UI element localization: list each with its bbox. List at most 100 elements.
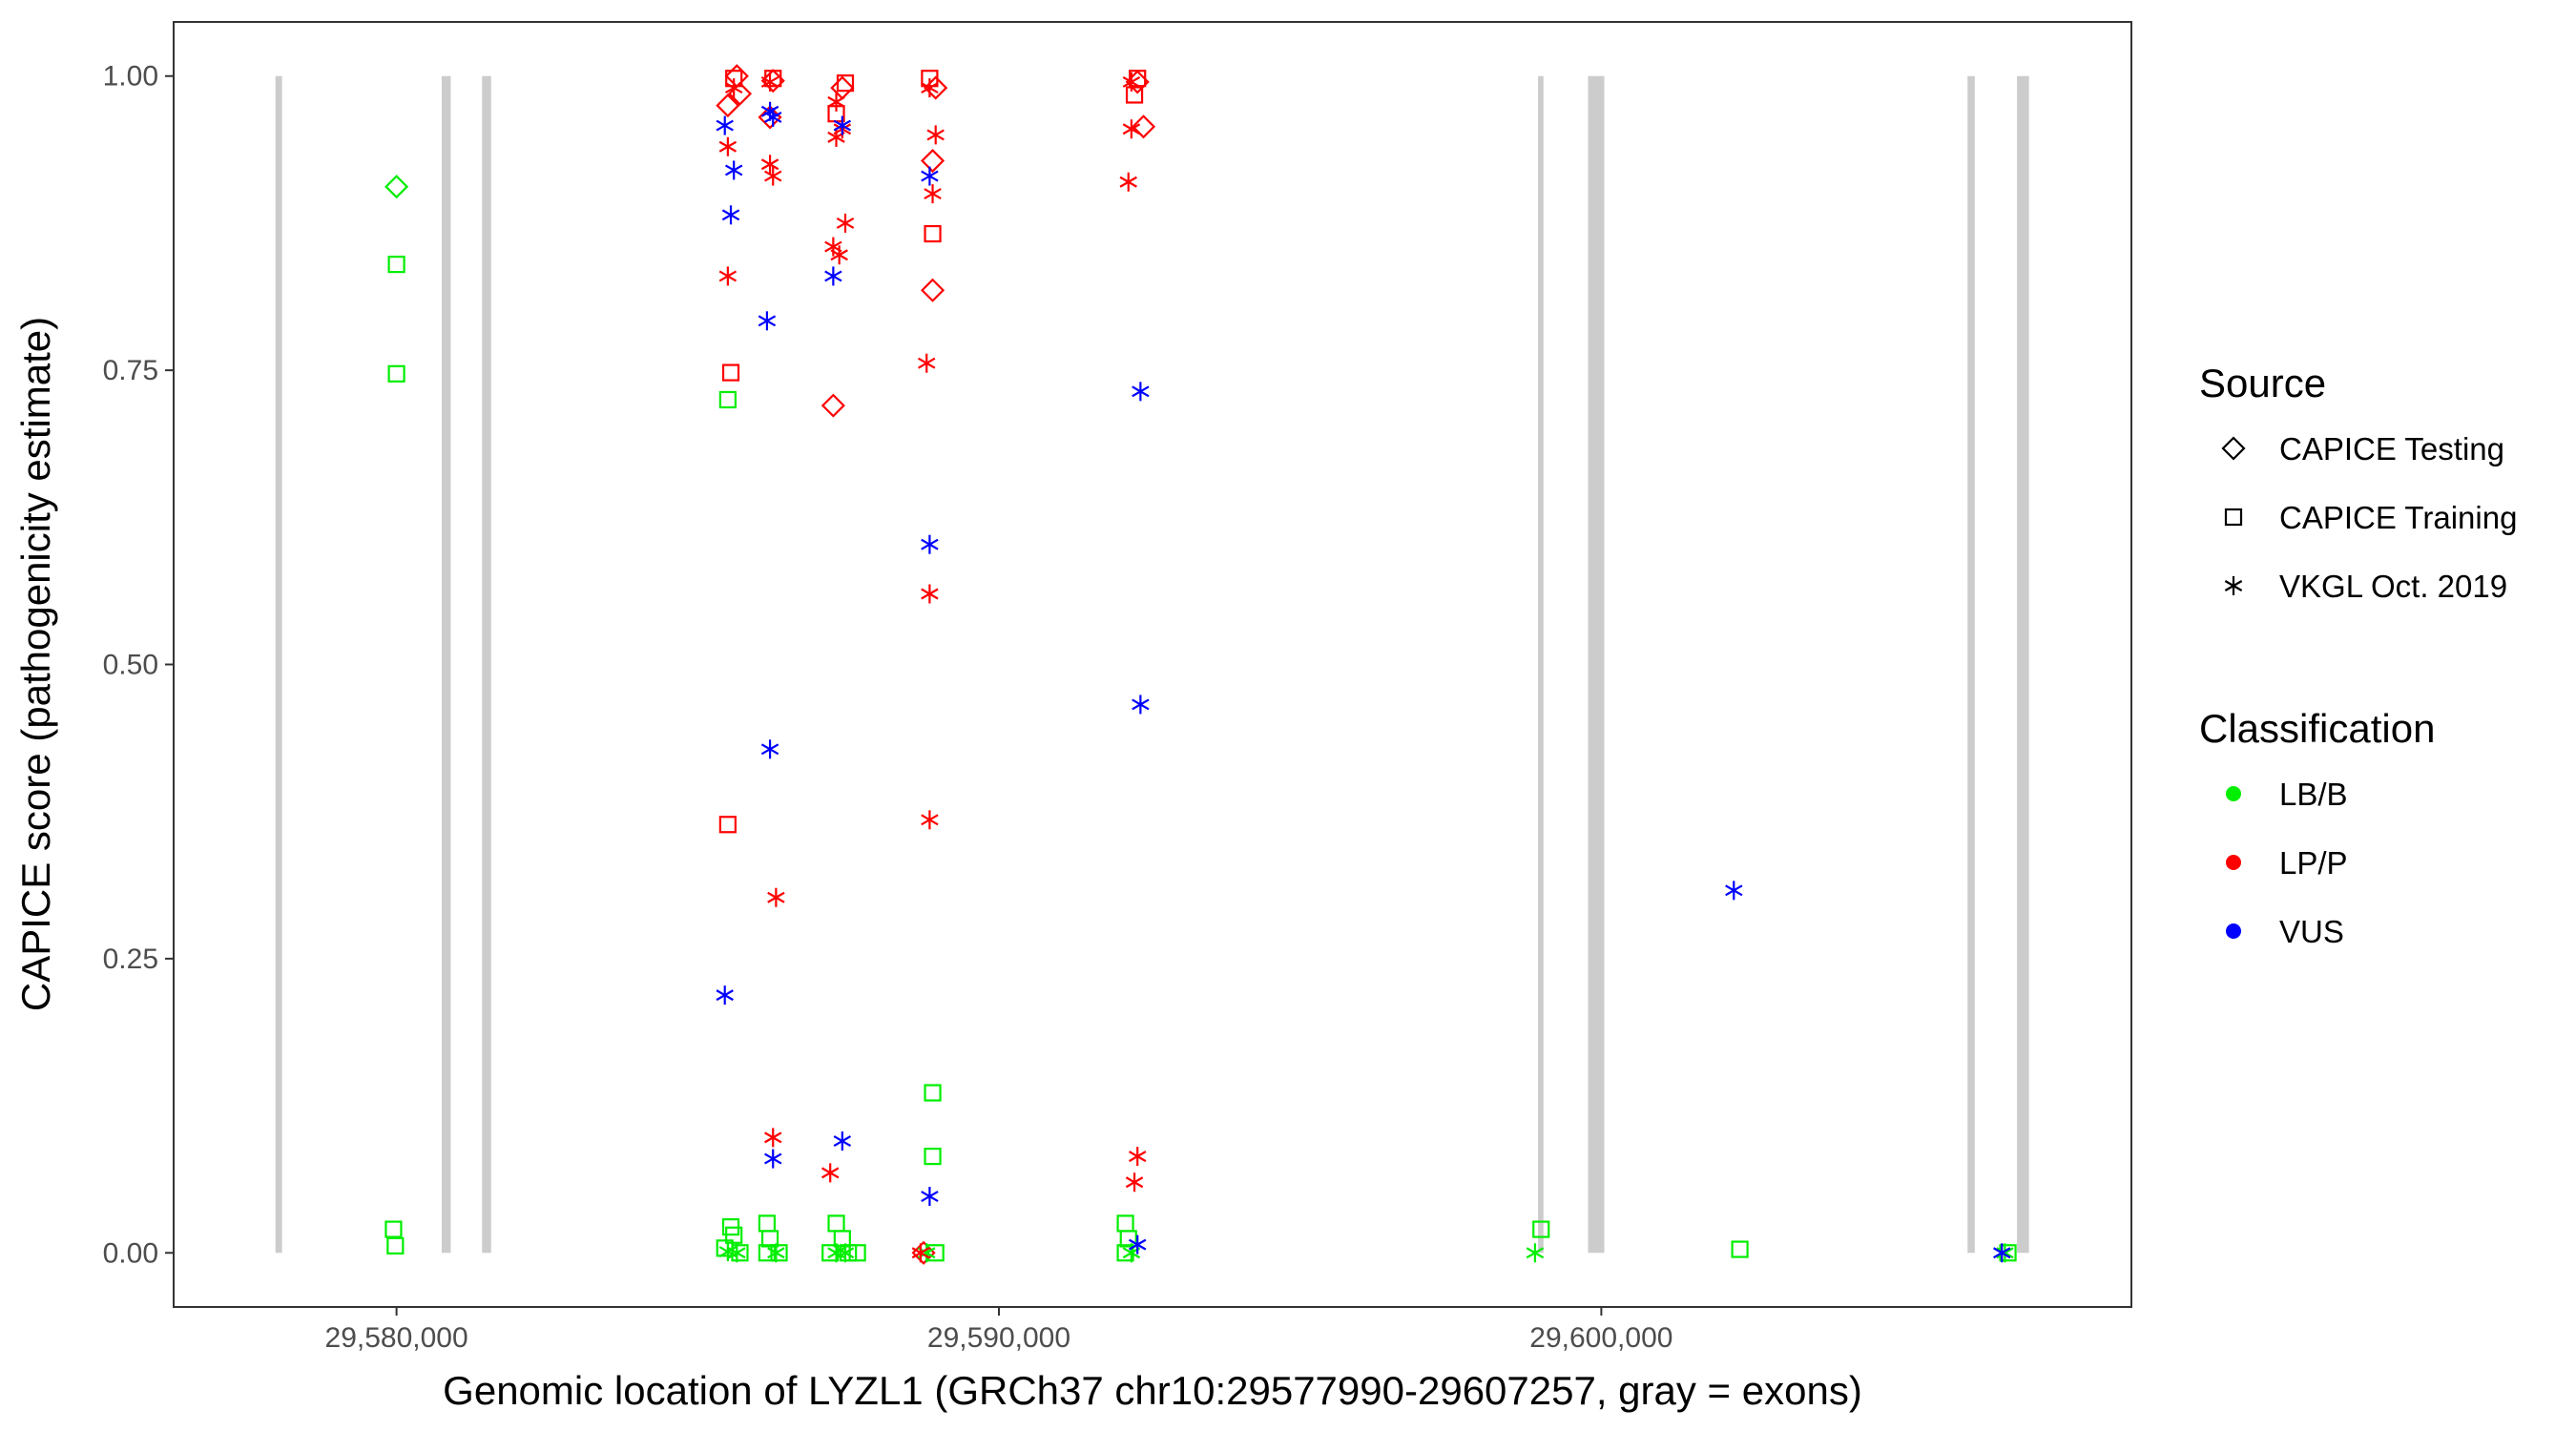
y-tick-label: 0.00 bbox=[103, 1237, 158, 1269]
legend-label-classification: VUS bbox=[2279, 914, 2344, 949]
legend-key-vus bbox=[2226, 923, 2241, 939]
y-tick-label: 0.25 bbox=[103, 944, 158, 975]
square-point-lbb bbox=[833, 1230, 851, 1248]
asterisk-point-lbb bbox=[767, 1243, 785, 1263]
asterisk-point-lpp bbox=[921, 584, 939, 604]
exon-bar-3 bbox=[482, 75, 491, 1254]
asterisk-point-lpp bbox=[1125, 1172, 1144, 1192]
legend-key-square bbox=[2224, 508, 2243, 527]
exon-bar-5 bbox=[1588, 75, 1605, 1254]
asterisk-point-vus bbox=[764, 1149, 782, 1169]
asterisk-point-lpp bbox=[926, 125, 945, 145]
asterisk-point-lbb bbox=[728, 1243, 746, 1263]
square-point-lbb bbox=[386, 1236, 405, 1255]
asterisk-point-lpp bbox=[718, 266, 737, 286]
diamond-point-lpp bbox=[716, 93, 740, 118]
y-tick-label: 0.75 bbox=[103, 355, 158, 386]
square-point-lbb bbox=[758, 1214, 777, 1233]
asterisk-point-vus bbox=[764, 107, 782, 127]
asterisk-point-lpp bbox=[821, 1163, 840, 1183]
legend-label-source: CAPICE Testing bbox=[2279, 431, 2504, 467]
asterisk-point-lpp bbox=[767, 887, 785, 907]
asterisk-point-lpp bbox=[764, 166, 782, 186]
diamond-point-lbb bbox=[384, 175, 409, 199]
square-point-lbb bbox=[384, 1220, 403, 1238]
exon-bar-7 bbox=[2017, 75, 2029, 1254]
x-axis: 29,580,000 29,590,000 29,600,000 bbox=[325, 1307, 1672, 1354]
asterisk-point-vus bbox=[760, 101, 779, 121]
asterisk-point-lpp bbox=[918, 353, 936, 373]
square-point-lbb bbox=[926, 1244, 945, 1262]
legend-title-classification: Classification bbox=[2199, 706, 2435, 751]
legend-title-source: Source bbox=[2199, 361, 2326, 405]
asterisk-point-vus bbox=[716, 985, 734, 1006]
diamond-point-lpp bbox=[724, 64, 749, 89]
asterisk-point-lpp bbox=[921, 810, 939, 830]
exon-bars bbox=[275, 75, 2029, 1254]
legend-key-asterisk bbox=[2224, 576, 2243, 595]
asterisk-point-vus bbox=[716, 115, 734, 135]
y-tick-label: 0.50 bbox=[103, 650, 158, 681]
square-point-lbb bbox=[924, 1148, 942, 1166]
asterisk-point-lpp bbox=[921, 78, 939, 98]
asterisk-point-lpp bbox=[760, 155, 779, 175]
square-point-lbb bbox=[924, 1084, 942, 1102]
y-axis: 0.00 0.25 0.50 0.75 1.00 bbox=[103, 61, 174, 1269]
legend-label-classification: LB/B bbox=[2279, 777, 2348, 812]
legend: Source CAPICE Testing CAPICE Training VKGL … bbox=[2199, 361, 2517, 949]
plot-panel-border bbox=[173, 21, 2132, 1308]
asterisk-point-lpp bbox=[830, 245, 848, 265]
diamond-point-lpp bbox=[920, 148, 945, 174]
asterisk-point-lpp bbox=[1119, 172, 1137, 192]
square-point-lpp bbox=[1125, 86, 1144, 104]
square-point-lbb bbox=[770, 1244, 788, 1262]
square-point-lbb bbox=[731, 1244, 749, 1262]
square-point-lbb bbox=[1731, 1240, 1749, 1258]
y-axis-title: CAPICE score (pathogenicity estimate) bbox=[13, 317, 58, 1011]
exon-bar-4 bbox=[1538, 75, 1544, 1254]
asterisk-point-lbb bbox=[1996, 1243, 2014, 1263]
legend-key-diamond bbox=[2221, 436, 2246, 461]
square-point-lpp bbox=[721, 363, 740, 382]
square-point-lbb bbox=[827, 1214, 845, 1233]
legend-label-classification: LP/P bbox=[2279, 845, 2348, 881]
exon-bar-1 bbox=[275, 75, 282, 1254]
asterisk-point-vus bbox=[1725, 881, 1743, 901]
diamond-point-lpp bbox=[1131, 114, 1156, 139]
asterisk-point-vus bbox=[721, 205, 740, 225]
asterisk-point-lpp bbox=[836, 213, 855, 233]
diamond-point-lpp bbox=[920, 278, 945, 302]
diamond-point-lpp bbox=[821, 393, 845, 418]
asterisk-point-vus bbox=[833, 115, 852, 135]
square-point-lpp bbox=[718, 816, 737, 834]
square-point-lbb bbox=[387, 364, 405, 383]
x-tick-label: 29,580,000 bbox=[325, 1322, 468, 1354]
asterisk-point-lpp bbox=[1122, 119, 1141, 139]
asterisk-point-lpp bbox=[1129, 1147, 1147, 1167]
square-point-lpp bbox=[924, 224, 942, 243]
asterisk-point-lpp bbox=[724, 78, 743, 98]
asterisk-point-vus bbox=[921, 166, 939, 186]
asterisk-point-lpp bbox=[1122, 72, 1141, 92]
y-tick-label: 1.00 bbox=[103, 61, 158, 93]
asterisk-point-lbb bbox=[1526, 1243, 1545, 1263]
square-point-lbb bbox=[1119, 1230, 1137, 1248]
square-point-lbb bbox=[848, 1244, 866, 1262]
exon-bar-2 bbox=[441, 75, 451, 1254]
asterisk-point-lpp bbox=[827, 92, 845, 112]
x-axis-title: Genomic location of LYZL1 (GRCh37 chr10:… bbox=[443, 1368, 1862, 1413]
square-point-lbb bbox=[1116, 1214, 1134, 1233]
legend-key-lpp bbox=[2226, 855, 2241, 870]
legend-label-source: VKGL Oct. 2019 bbox=[2279, 569, 2507, 604]
asterisk-point-vus bbox=[724, 160, 743, 180]
asterisk-point-lpp bbox=[760, 72, 779, 92]
square-point-lbb bbox=[725, 1226, 743, 1244]
asterisk-point-lpp bbox=[924, 184, 942, 204]
asterisk-point-vus bbox=[921, 1187, 939, 1207]
exon-bar-6 bbox=[1967, 75, 1975, 1254]
asterisk-point-lpp bbox=[718, 136, 737, 156]
asterisk-point-lbb bbox=[836, 1243, 855, 1263]
square-point-lbb bbox=[718, 390, 737, 409]
data-points bbox=[384, 64, 2017, 1265]
